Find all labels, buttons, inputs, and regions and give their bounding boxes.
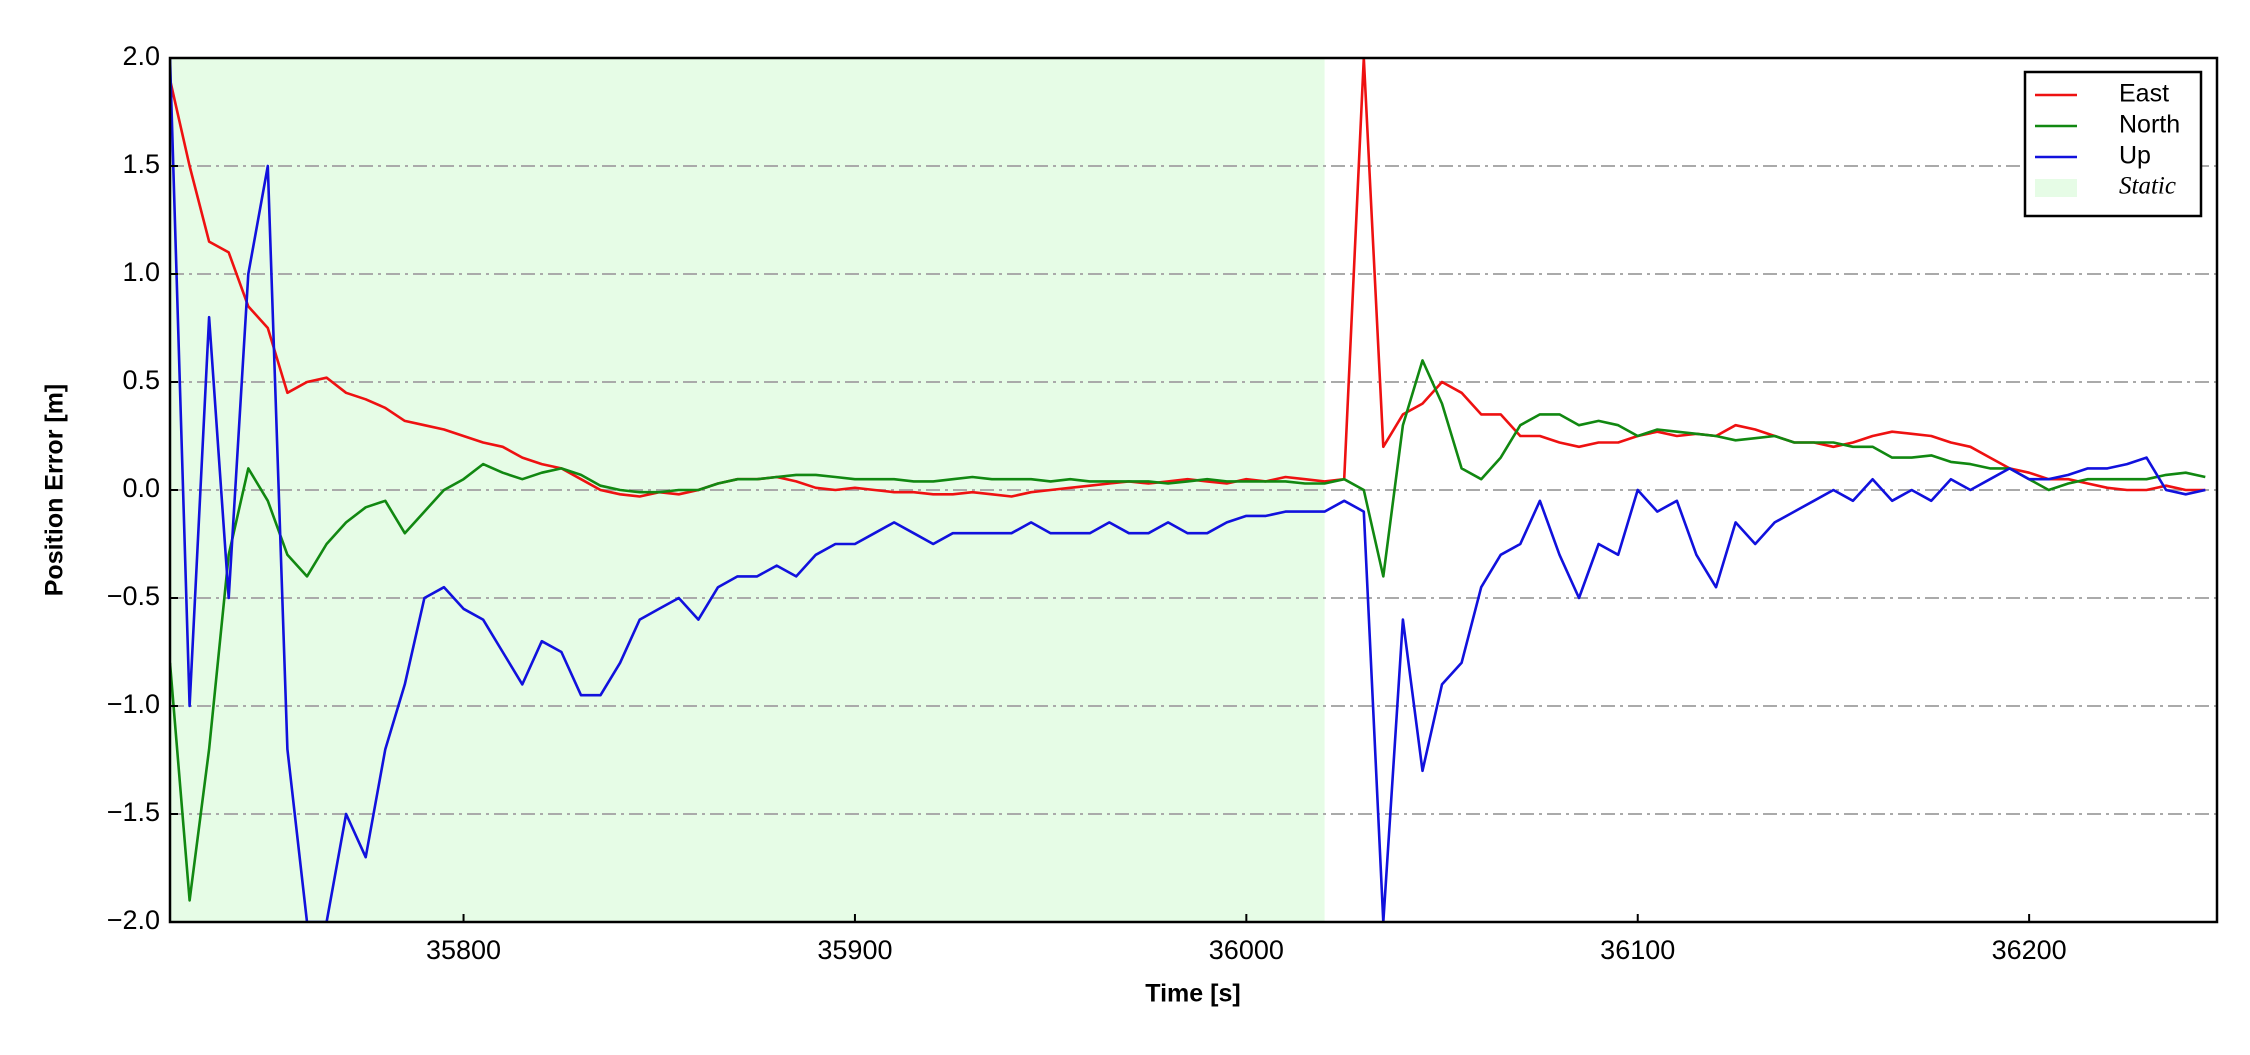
y-tick-label: 1.0 bbox=[122, 257, 160, 287]
legend-label: East bbox=[2119, 80, 2169, 108]
y-tick-label: −0.5 bbox=[107, 581, 160, 611]
legend-swatch bbox=[2035, 179, 2077, 197]
series-line bbox=[170, 58, 2206, 922]
x-tick-label: 36200 bbox=[1992, 935, 2067, 965]
plot-background bbox=[170, 57, 2217, 923]
y-tick-label: 0.5 bbox=[122, 365, 160, 395]
x-tick-label: 36000 bbox=[1209, 935, 1284, 965]
x-tick-label: 36100 bbox=[1600, 935, 1675, 965]
plot-lines bbox=[170, 58, 2206, 922]
x-axis-label: Time [s] bbox=[1145, 980, 1240, 1008]
y-tick-label: 0.0 bbox=[122, 473, 160, 503]
y-tick-label: −1.0 bbox=[107, 689, 160, 719]
y-axis-label: Position Error [m] bbox=[41, 384, 69, 597]
x-tick-label: 35900 bbox=[817, 935, 892, 965]
y-tick-label: −2.0 bbox=[107, 905, 160, 935]
legend-label: Static bbox=[2119, 173, 2176, 200]
y-tick-label: 1.5 bbox=[122, 149, 160, 179]
series-line bbox=[170, 58, 2206, 498]
x-tick-label: 35800 bbox=[426, 935, 501, 965]
legend-label: Up bbox=[2119, 142, 2151, 170]
y-tick-label: 2.0 bbox=[122, 41, 160, 71]
legend: East North Up Static bbox=[2023, 70, 2203, 218]
legend-label: North bbox=[2119, 111, 2180, 139]
series-line bbox=[170, 359, 2206, 902]
y-tick-label: −1.5 bbox=[107, 797, 160, 827]
